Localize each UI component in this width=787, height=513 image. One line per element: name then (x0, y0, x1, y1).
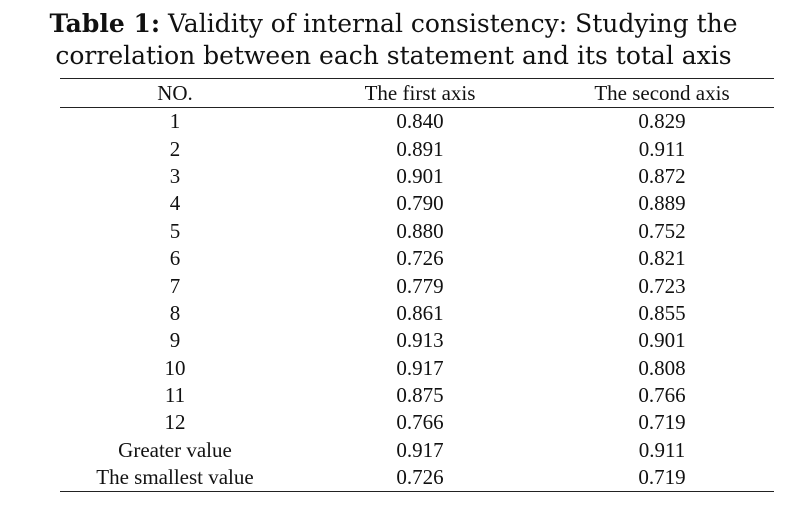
caption-label: Table 1: (49, 9, 161, 38)
cell-no: 5 (169, 218, 181, 243)
cell-first-axis: 0.891 (396, 136, 444, 161)
cell-first-axis: 0.913 (396, 328, 444, 353)
table-caption: Table 1: Validity of internal consistenc… (0, 8, 787, 72)
cell-no: 2 (169, 136, 181, 161)
cell-second-axis: 0.821 (638, 246, 686, 271)
table-row: 5 0.880 0.752 (60, 218, 774, 245)
cell-no: 11 (164, 383, 186, 408)
cell-second-axis: 0.766 (638, 383, 686, 408)
cell-first-axis: 0.726 (396, 246, 444, 271)
cell-no: 6 (169, 246, 181, 271)
cell-no: 3 (169, 163, 181, 188)
cell-first-axis: 0.901 (396, 163, 444, 188)
caption-line-1: Table 1: Validity of internal consistenc… (0, 8, 787, 40)
cell-no: The smallest value (96, 465, 254, 490)
table-row: 11 0.875 0.766 (60, 382, 774, 409)
table-row: 1 0.840 0.829 (60, 108, 774, 136)
table-header: NO. The first axis The second axis (60, 78, 774, 108)
table-row: The smallest value 0.726 0.719 (60, 464, 774, 492)
table-row: 8 0.861 0.855 (60, 300, 774, 327)
cell-first-axis: 0.917 (396, 437, 444, 462)
cell-no: 9 (169, 328, 181, 353)
cell-second-axis: 0.855 (638, 300, 686, 325)
cell-second-axis: 0.911 (638, 136, 686, 161)
cell-second-axis: 0.723 (638, 273, 686, 298)
cell-no: 1 (169, 109, 181, 134)
validity-table: NO. The first axis The second axis 1 0.84… (60, 78, 774, 492)
table-row: 6 0.726 0.821 (60, 245, 774, 272)
cell-first-axis: 0.726 (396, 465, 444, 490)
table-row: 10 0.917 0.808 (60, 355, 774, 382)
cell-second-axis: 0.829 (638, 109, 686, 134)
cell-no: 4 (169, 191, 181, 216)
cell-second-axis: 0.872 (638, 163, 686, 188)
cell-no: 10 (164, 355, 186, 380)
cell-second-axis: 0.719 (638, 465, 686, 490)
caption-title-line-1: Validity of internal consistency: Studyi… (168, 9, 738, 38)
column-header-no: NO. (157, 80, 193, 105)
cell-second-axis: 0.752 (638, 218, 686, 243)
table-row: 9 0.913 0.901 (60, 327, 774, 354)
cell-no: Greater value (118, 437, 232, 462)
cell-second-axis: 0.808 (638, 355, 686, 380)
cell-first-axis: 0.790 (396, 191, 444, 216)
header-row: NO. The first axis The second axis (60, 78, 774, 108)
table-row: 7 0.779 0.723 (60, 272, 774, 299)
cell-no: 7 (169, 273, 181, 298)
table-row: 3 0.901 0.872 (60, 163, 774, 190)
column-header-second-axis: The second axis (594, 80, 730, 105)
cell-second-axis: 0.901 (638, 328, 686, 353)
cell-first-axis: 0.880 (396, 218, 444, 243)
cell-second-axis: 0.889 (638, 191, 686, 216)
caption-title-line-2: correlation between each statement and i… (55, 41, 732, 70)
table-row: 12 0.766 0.719 (60, 409, 774, 436)
cell-first-axis: 0.861 (396, 300, 444, 325)
table-row: 2 0.891 0.911 (60, 135, 774, 162)
cell-first-axis: 0.917 (396, 355, 444, 380)
table-row: Greater value 0.917 0.911 (60, 437, 774, 464)
cell-first-axis: 0.779 (396, 273, 444, 298)
cell-first-axis: 0.840 (396, 109, 444, 134)
column-header-first-axis: The first axis (364, 80, 476, 105)
cell-no: 12 (164, 410, 186, 435)
cell-first-axis: 0.766 (396, 410, 444, 435)
cell-second-axis: 0.719 (638, 410, 686, 435)
cell-no: 8 (169, 300, 181, 325)
table-row: 4 0.790 0.889 (60, 190, 774, 217)
cell-first-axis: 0.875 (396, 383, 444, 408)
table-body: 1 0.840 0.829 2 0.891 0.911 3 0.901 0.872 4 0.790 0… (60, 108, 774, 492)
cell-second-axis: 0.911 (638, 437, 686, 462)
